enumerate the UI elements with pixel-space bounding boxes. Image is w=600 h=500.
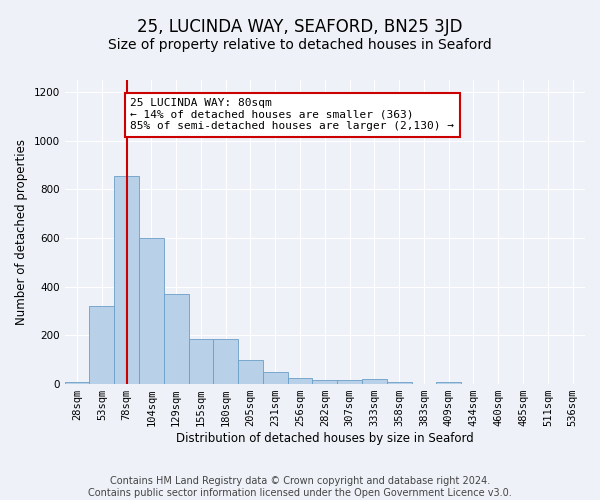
Text: 25, LUCINDA WAY, SEAFORD, BN25 3JD: 25, LUCINDA WAY, SEAFORD, BN25 3JD — [137, 18, 463, 36]
Text: Size of property relative to detached houses in Seaford: Size of property relative to detached ho… — [108, 38, 492, 52]
Bar — [65, 382, 89, 384]
Bar — [263, 372, 287, 384]
Bar — [436, 382, 461, 384]
Bar — [164, 294, 188, 384]
Y-axis label: Number of detached properties: Number of detached properties — [15, 139, 28, 325]
Bar — [89, 306, 114, 384]
Bar — [114, 176, 139, 384]
Bar — [337, 380, 362, 384]
X-axis label: Distribution of detached houses by size in Seaford: Distribution of detached houses by size … — [176, 432, 474, 445]
Bar — [214, 339, 238, 384]
Text: Contains HM Land Registry data © Crown copyright and database right 2024.
Contai: Contains HM Land Registry data © Crown c… — [88, 476, 512, 498]
Bar — [238, 360, 263, 384]
Bar — [139, 238, 164, 384]
Bar — [313, 380, 337, 384]
Bar — [287, 378, 313, 384]
Bar — [387, 382, 412, 384]
Bar — [188, 339, 214, 384]
Bar — [362, 379, 387, 384]
Text: 25 LUCINDA WAY: 80sqm
← 14% of detached houses are smaller (363)
85% of semi-det: 25 LUCINDA WAY: 80sqm ← 14% of detached … — [130, 98, 454, 132]
